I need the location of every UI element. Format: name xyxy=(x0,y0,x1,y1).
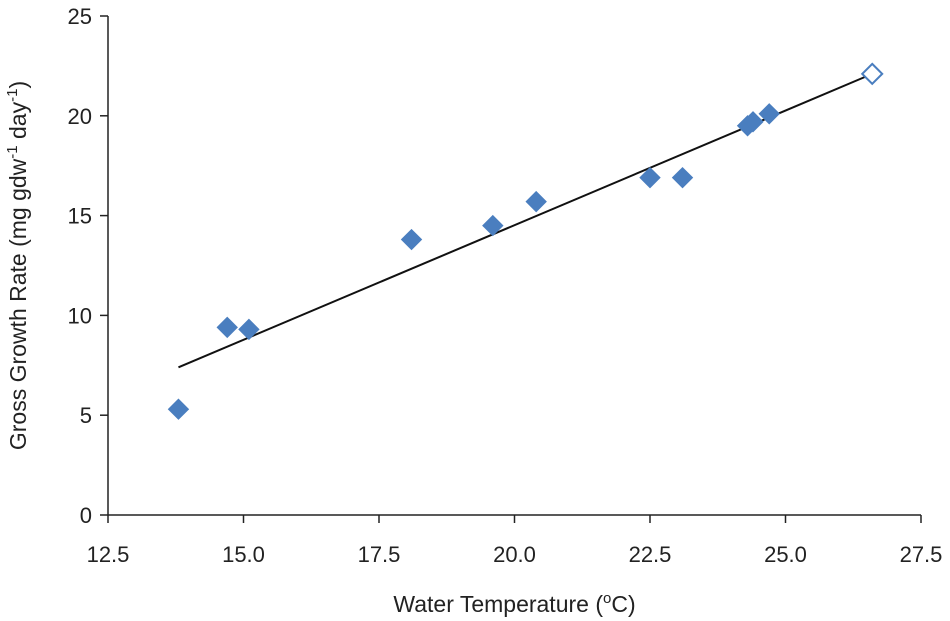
data-point xyxy=(671,166,694,189)
x-tick-label: 27.5 xyxy=(900,542,943,567)
y-tick-label: 5 xyxy=(80,403,92,428)
y-tick-label: 20 xyxy=(68,104,92,129)
x-axis-title: Water Temperature (oC) xyxy=(393,590,635,617)
axes xyxy=(100,15,922,523)
x-tick-label: 22.5 xyxy=(629,542,672,567)
y-tick-label: 15 xyxy=(68,204,92,229)
x-tick-label: 15.0 xyxy=(222,542,265,567)
x-tick-label: 25.0 xyxy=(764,542,807,567)
x-tick-label: 12.5 xyxy=(87,542,130,567)
y-tick-label: 0 xyxy=(80,503,92,528)
data-point xyxy=(216,316,238,339)
data-point xyxy=(238,318,260,341)
axis-labels: 0 5 10 15 20 25 12.5 15.0 17.5 20.0 22.5 25.0 27.5 Wa… xyxy=(4,4,942,617)
y-tick-label: 25 xyxy=(68,4,92,29)
data-point xyxy=(400,228,423,251)
x-tick-label: 17.5 xyxy=(358,542,401,567)
data-point xyxy=(742,111,764,133)
data-point-open xyxy=(860,62,884,86)
y-tick-label: 10 xyxy=(68,303,92,328)
data-point xyxy=(482,214,504,237)
data-point xyxy=(639,166,661,189)
data-points xyxy=(167,62,884,420)
x-tick-label: 20.0 xyxy=(493,542,536,567)
data-point xyxy=(525,190,547,213)
data-point xyxy=(758,103,780,125)
y-axis-title: Gross Growth Rate (mg gdw-1 day-1) xyxy=(4,81,31,450)
data-point xyxy=(167,398,190,420)
